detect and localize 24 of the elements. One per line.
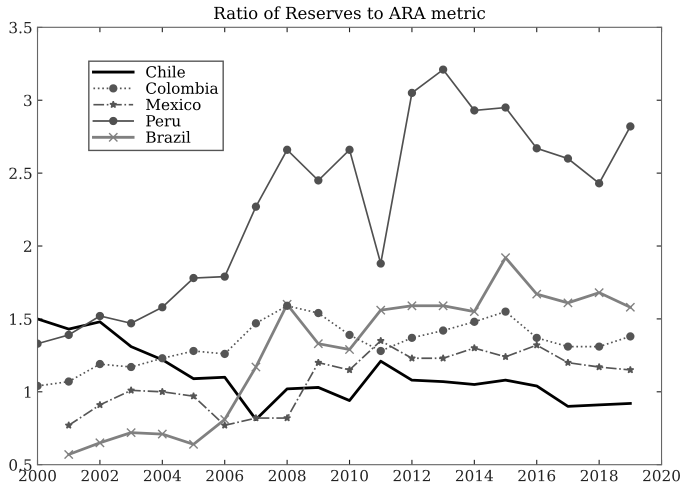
x-tick-label: 2014	[456, 470, 493, 482]
y-tick-label: 2.5	[9, 168, 32, 180]
y-tick-label: 2	[24, 240, 32, 252]
chart-title: Ratio of Reserves to ARA metric	[214, 6, 486, 20]
x-tick-label: 2004	[144, 470, 181, 482]
x-tick-label: 2012	[394, 470, 430, 482]
y-tick-label: 0.5	[9, 459, 32, 471]
x-tick-label: 2008	[268, 470, 306, 482]
x-tick-label: 2002	[82, 470, 118, 482]
legend-label: Mexico	[146, 98, 201, 110]
y-tick-label: 3	[24, 94, 32, 106]
legend-label: Brazil	[146, 131, 190, 143]
y-tick-label: 1.5	[10, 313, 32, 325]
legend-label: Chile	[146, 66, 185, 78]
legend-label: Peru	[146, 115, 181, 127]
x-tick-label: 2018	[580, 470, 618, 482]
x-tick-label: 2010	[331, 470, 368, 482]
x-tick-label: 2000	[19, 470, 56, 482]
x-tick-label: 2006	[206, 470, 244, 482]
y-tick-label: 1	[24, 386, 30, 398]
x-tick-label: 2020	[643, 470, 680, 482]
y-tick-label: 3.5	[10, 22, 32, 34]
legend-label: Colombia	[146, 82, 218, 94]
x-tick-label: 2016	[518, 470, 556, 482]
